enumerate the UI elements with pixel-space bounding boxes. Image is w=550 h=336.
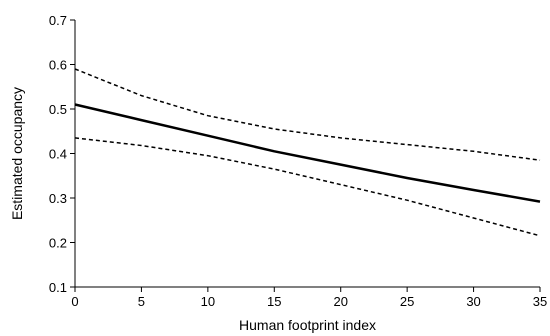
x-axis-title: Human footprint index [239, 317, 376, 333]
x-tick-label: 25 [400, 294, 414, 309]
y-tick-label: 0.3 [49, 191, 67, 206]
y-tick-label: 0.4 [49, 147, 67, 162]
x-tick-label: 0 [71, 294, 78, 309]
plot-area: 0 5 10 15 20 25 30 35 0.1 0.2 0.3 0.4 0.5 0.6 0.7 [49, 13, 547, 309]
y-axis-title: Estimated occupancy [9, 87, 25, 220]
y-tick-label: 0.5 [49, 102, 67, 117]
x-axis-ticks: 0 5 10 15 20 25 30 35 [71, 287, 547, 309]
x-tick-label: 5 [138, 294, 145, 309]
x-tick-label: 20 [333, 294, 347, 309]
y-tick-label: 0.1 [49, 280, 67, 295]
y-tick-label: 0.7 [49, 13, 67, 28]
y-tick-label: 0.2 [49, 236, 67, 251]
estimate-line [74, 103, 541, 203]
y-axis-ticks: 0.1 0.2 0.3 0.4 0.5 0.6 0.7 [49, 13, 75, 295]
y-tick-label: 0.6 [49, 58, 67, 73]
x-tick-label: 15 [267, 294, 281, 309]
x-tick-label: 30 [466, 294, 480, 309]
x-tick-label: 10 [201, 294, 215, 309]
series-group [74, 68, 541, 237]
lower-bound-line [74, 137, 541, 237]
x-tick-label: 35 [533, 294, 547, 309]
